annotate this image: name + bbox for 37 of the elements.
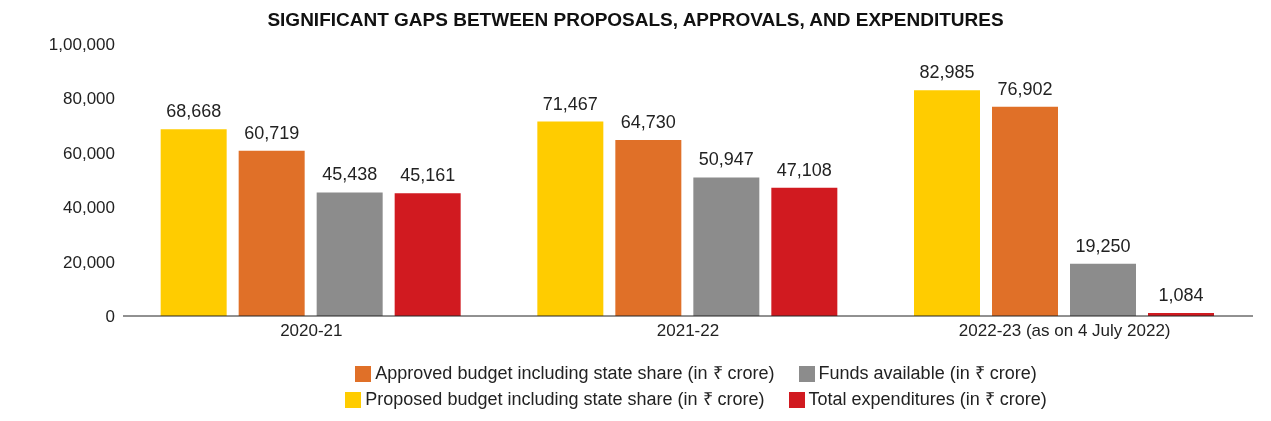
data-label: 68,668 [166, 101, 222, 122]
y-tick-label: 0 [105, 307, 115, 327]
data-label: 82,985 [919, 62, 975, 83]
bar [394, 193, 461, 316]
data-label: 76,902 [997, 78, 1053, 99]
bar [693, 177, 760, 316]
data-label: 50,947 [698, 149, 754, 170]
y-tick-label: 40,000 [63, 198, 115, 218]
data-label: 47,108 [776, 159, 832, 180]
data-label: 45,438 [322, 164, 378, 185]
legend-label: Proposed budget including state share (in ₹ crore) [365, 389, 765, 409]
bar [238, 150, 305, 316]
bar [537, 121, 604, 316]
bar [992, 106, 1058, 316]
x-tick-label: 2020-21 [280, 321, 343, 341]
y-tick-label: 60,000 [63, 143, 115, 163]
data-label: 19,250 [1075, 235, 1131, 256]
x-tick-label: 2022-23 (as on 4 July 2022) [958, 321, 1171, 341]
chart-title: SIGNIFICANT GAPS BETWEEN PROPOSALS, APPROVALS, AND EXPENDITURES [266, 8, 1005, 32]
data-label: 1,084 [1158, 285, 1204, 306]
bar [160, 129, 227, 316]
bar [914, 90, 980, 316]
legend-label: Funds available (in ₹ crore) [818, 363, 1037, 383]
legend-label: Total expenditures (in ₹ crore) [808, 389, 1047, 409]
bar [1070, 263, 1136, 316]
bar [316, 192, 383, 316]
bar [771, 187, 838, 316]
data-label: 45,161 [400, 165, 456, 186]
legend-label: Approved budget including state share (in ₹ crore) [375, 363, 775, 383]
bar [615, 139, 682, 316]
x-tick-label: 2021-22 [656, 321, 720, 341]
data-label: 60,719 [244, 122, 300, 143]
data-label: 71,467 [542, 93, 598, 114]
data-label: 64,730 [620, 111, 676, 132]
y-tick-label: 1,00,000 [48, 35, 115, 55]
y-tick-label: 80,000 [63, 89, 115, 109]
y-tick-label: 20,000 [63, 252, 115, 272]
